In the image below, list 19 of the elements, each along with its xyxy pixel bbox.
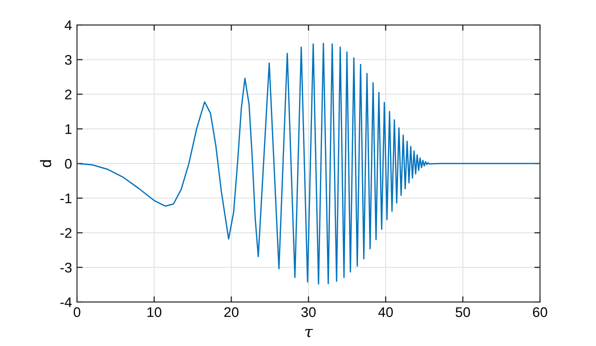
- y-tick-label: -4: [60, 297, 72, 308]
- y-tick-label: 4: [64, 20, 72, 30]
- y-tick-label: 1: [65, 124, 72, 134]
- x-tick-label: 40: [378, 307, 393, 318]
- y-tick-label: 0: [64, 158, 72, 169]
- x-tick-label: 0: [74, 307, 80, 318]
- y-tick-label: -3: [60, 262, 72, 273]
- x-tick-label: 50: [456, 307, 470, 318]
- x-tick-label: 30: [301, 307, 316, 318]
- y-tick-label: -1: [60, 194, 72, 204]
- y-tick-label: 2: [65, 90, 72, 100]
- x-tick-label: 60: [532, 307, 548, 318]
- y-axis-title: d: [40, 160, 52, 168]
- x-tick-label: 20: [224, 307, 239, 318]
- y-tick-label: 3: [64, 54, 72, 65]
- x-tick-label: 10: [148, 307, 162, 318]
- x-axis-title: τ: [305, 329, 313, 338]
- line-series: [77, 42, 540, 285]
- y-tick-label: -2: [60, 228, 72, 238]
